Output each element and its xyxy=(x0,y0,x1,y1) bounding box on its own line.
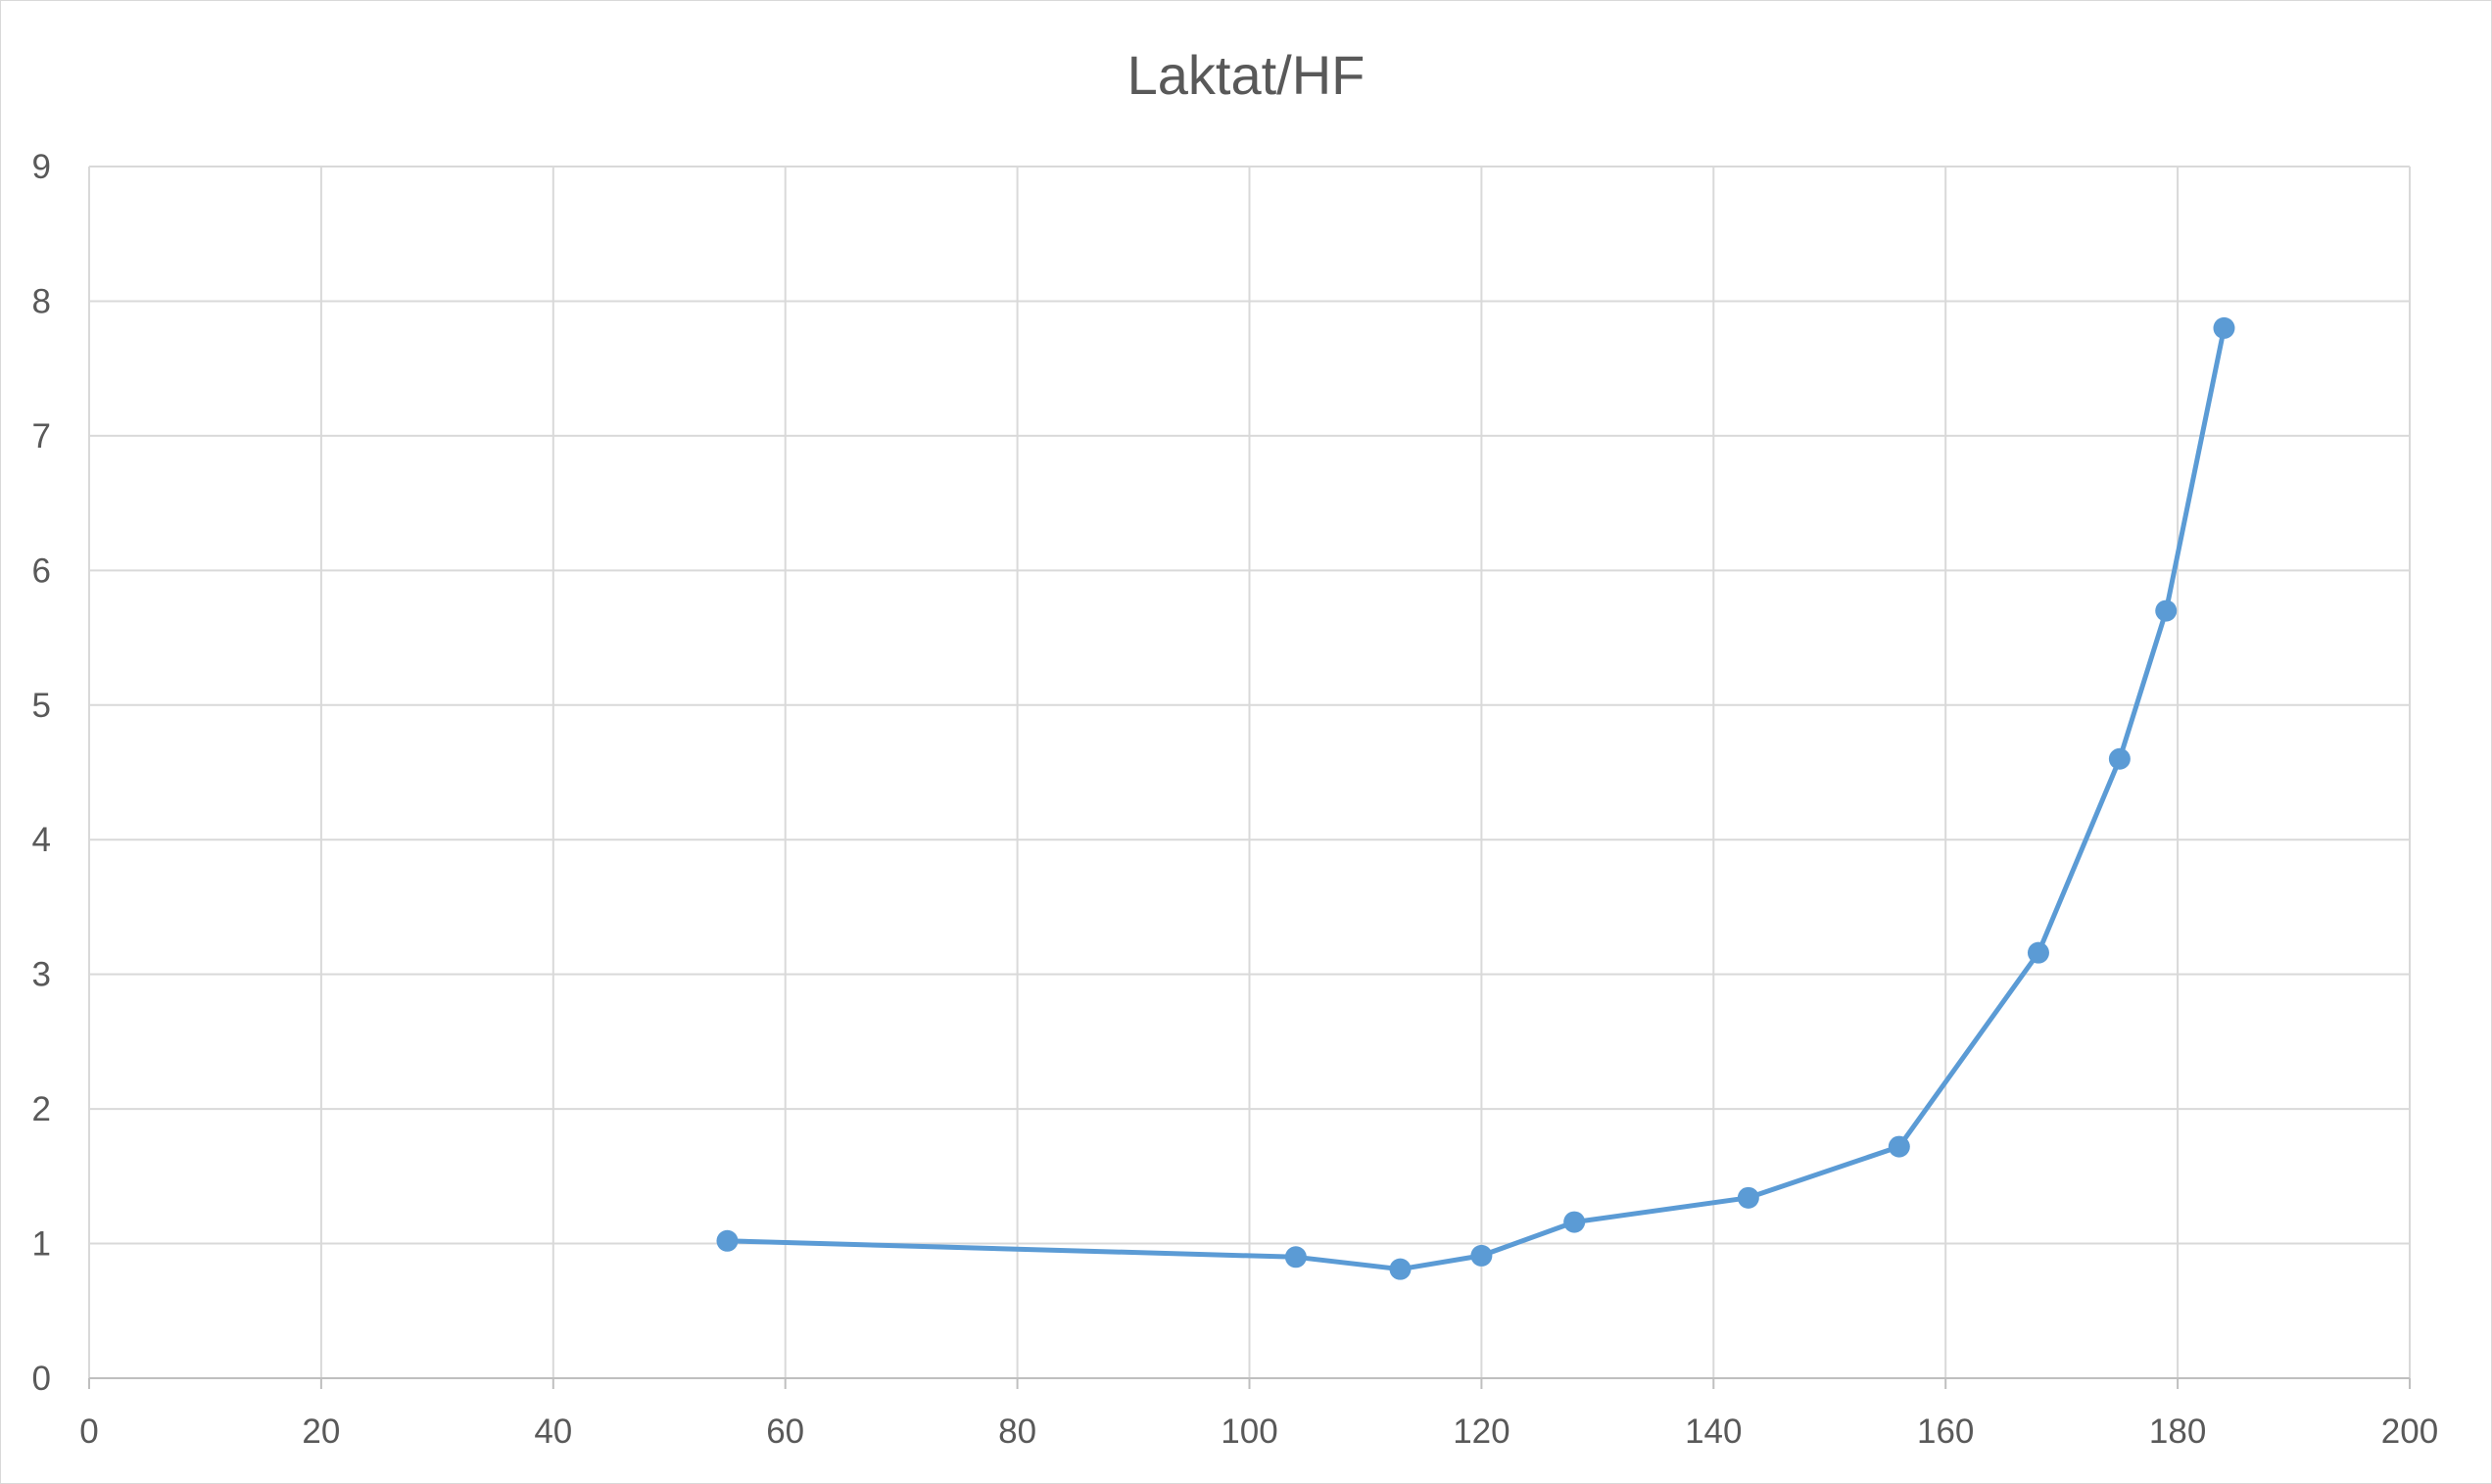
y-axis-ticks: 0 1 2 3 4 5 6 7 8 9 xyxy=(32,148,51,1398)
data-point xyxy=(1284,1246,1307,1269)
x-tick-label: 80 xyxy=(998,1412,1036,1451)
y-tick-label: 3 xyxy=(32,956,51,994)
x-tick-label: 160 xyxy=(1917,1412,1974,1451)
series-line xyxy=(727,327,2227,1272)
data-point xyxy=(1470,1244,1493,1267)
y-tick-label: 9 xyxy=(32,148,51,186)
data-point xyxy=(1737,1186,1759,1209)
y-tick-label: 8 xyxy=(32,282,51,320)
gridlines xyxy=(88,166,2411,1378)
x-tick-label: 100 xyxy=(1221,1412,1277,1451)
y-tick-label: 5 xyxy=(32,687,51,725)
data-point xyxy=(1888,1135,1910,1158)
data-point xyxy=(2155,599,2178,622)
series xyxy=(716,316,2235,1280)
x-tick-label: 140 xyxy=(1685,1412,1742,1451)
data-point xyxy=(2108,747,2131,770)
x-tick-label: 0 xyxy=(79,1412,98,1451)
y-tick-label: 7 xyxy=(32,417,51,455)
data-point xyxy=(2213,316,2235,339)
x-axis-ticks: 0 20 40 60 80 100 120 140 160 180 200 xyxy=(79,1412,2438,1451)
x-tick-label: 60 xyxy=(766,1412,804,1451)
x-tick-label: 40 xyxy=(534,1412,572,1451)
x-tick-label: 200 xyxy=(2381,1412,2438,1451)
axes xyxy=(88,1377,2411,1389)
data-point xyxy=(716,1229,739,1252)
y-tick-label: 4 xyxy=(32,821,51,859)
data-point xyxy=(2027,941,2049,964)
data-point xyxy=(1563,1211,1586,1233)
x-tick-label: 180 xyxy=(2149,1412,2206,1451)
y-tick-label: 1 xyxy=(32,1225,51,1264)
chart-title: Laktat/HF xyxy=(1127,44,1366,106)
y-tick-label: 6 xyxy=(32,551,51,590)
x-tick-label: 120 xyxy=(1453,1412,1510,1451)
x-tick-label: 20 xyxy=(302,1412,340,1451)
y-tick-label: 0 xyxy=(32,1360,51,1398)
y-tick-label: 2 xyxy=(32,1090,51,1128)
data-point xyxy=(1389,1258,1412,1280)
